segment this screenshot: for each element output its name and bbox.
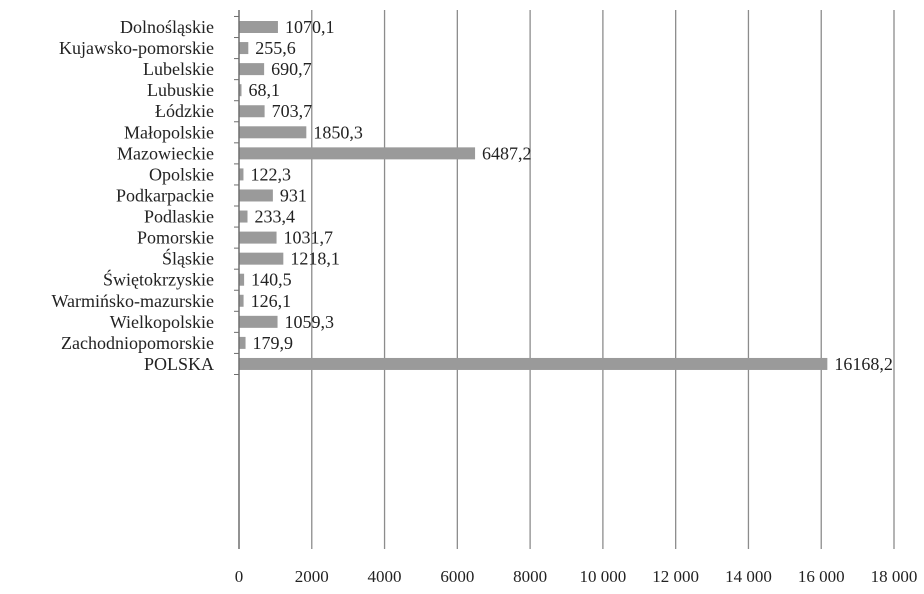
category-label: Mazowieckie [117,143,214,163]
bars [239,21,828,370]
category-label: Podlaskie [144,207,214,227]
x-tick-label: 2000 [295,567,329,586]
bar-14 [239,294,244,307]
labels: 0 2000 4000 6000 8000 10 000 12 000 14 000 16 00… [51,17,917,586]
category-label: Łódzkie [155,101,214,121]
category-label: Lubelskie [143,59,214,79]
x-tick-label: 18 000 [871,567,918,586]
bar-16 [239,336,246,349]
x-tick-label: 4000 [368,567,402,586]
x-tick-label: 8000 [513,567,547,586]
x-tick-label: 0 [235,567,244,586]
bar-1 [239,21,278,33]
category-label: Kujawsko-pomorskie [59,38,214,58]
x-tick-label: 16 000 [798,567,845,586]
bar-7 [239,147,476,160]
category-label: Pomorskie [137,228,214,248]
bar-9 [239,189,273,202]
bar-13 [239,273,245,286]
category-label: Zachodniopomorskie [61,333,214,353]
value-label: 255,6 [255,38,296,58]
bar-15 [239,315,278,328]
bar-5 [239,105,265,118]
value-label: 1218,1 [290,249,340,269]
category-label: POLSKA [144,354,214,374]
value-label: 126,1 [251,291,291,311]
value-label: 1059,3 [285,312,335,332]
x-tick-label: 14 000 [725,567,772,586]
bar-17 [239,357,828,370]
category-label: Opolskie [149,164,214,184]
bar-8 [239,168,244,181]
value-label: 122,3 [250,164,291,184]
bar-2 [239,42,249,55]
bar-10 [239,210,248,223]
value-label: 179,9 [253,333,294,353]
x-tick-label: 6000 [440,567,474,586]
category-label: Małopolskie [124,122,214,142]
category-label: Wielkopolskie [110,312,214,332]
value-label: 931 [280,185,307,205]
x-tick-label: 12 000 [652,567,699,586]
value-label: 233,4 [254,207,295,227]
axes [234,10,240,549]
category-label: Podkarpackie [116,185,214,205]
category-label: Lubuskie [147,80,214,100]
value-label: 140,5 [251,270,292,290]
bar-4 [239,84,242,97]
bar-3 [239,63,265,76]
category-label: Śląskie [162,248,214,269]
value-label: 16168,2 [834,354,893,374]
category-label: Dolnośląskie [120,17,214,37]
value-label: 1850,3 [313,122,363,142]
value-label: 1070,1 [285,17,335,37]
bar-11 [239,231,277,244]
value-label: 68,1 [248,80,280,100]
bar-12 [239,252,284,265]
value-label: 6487,2 [482,143,532,163]
value-label: 690,7 [271,59,312,79]
category-label: Świętokrzyskie [103,269,214,290]
grid-lines [311,10,895,549]
value-label: 1031,7 [284,228,334,248]
category-label: Warmińsko-mazurskie [51,291,214,311]
bar-6 [239,126,307,139]
x-tick-label: 10 000 [580,567,627,586]
value-label: 703,7 [272,101,313,121]
